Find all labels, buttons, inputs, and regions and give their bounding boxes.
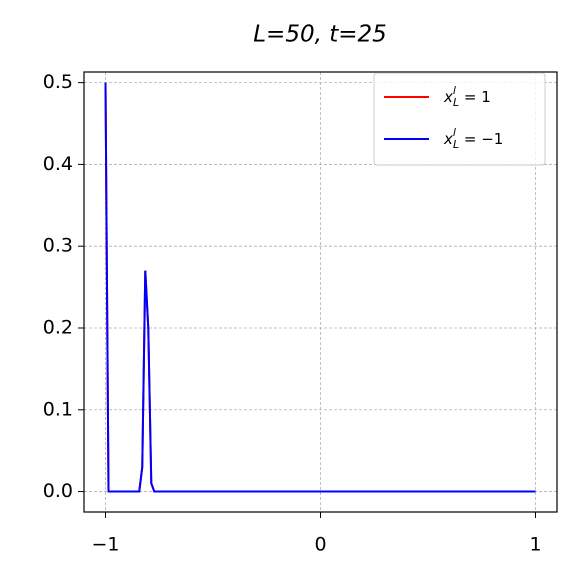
- x-tick-label: −1: [91, 534, 119, 556]
- y-tick-label: 0.5: [43, 71, 73, 93]
- legend-label: xl L = 1: [443, 84, 491, 109]
- y-tick-label: 0.4: [43, 153, 73, 175]
- y-tick-label: 0.3: [43, 235, 73, 257]
- plot-frame: [83, 71, 558, 513]
- y-tick-label: 0.2: [43, 316, 73, 338]
- x-tick-label: 1: [529, 534, 541, 556]
- x-tick-label: 0: [314, 534, 326, 556]
- legend-label: xl L = −1: [443, 126, 503, 151]
- chart-title: L=50, t=25: [253, 22, 387, 48]
- y-tick-label: 0.0: [43, 480, 73, 502]
- line-series: [104, 82, 536, 493]
- y-tick-label: 0.1: [43, 398, 73, 420]
